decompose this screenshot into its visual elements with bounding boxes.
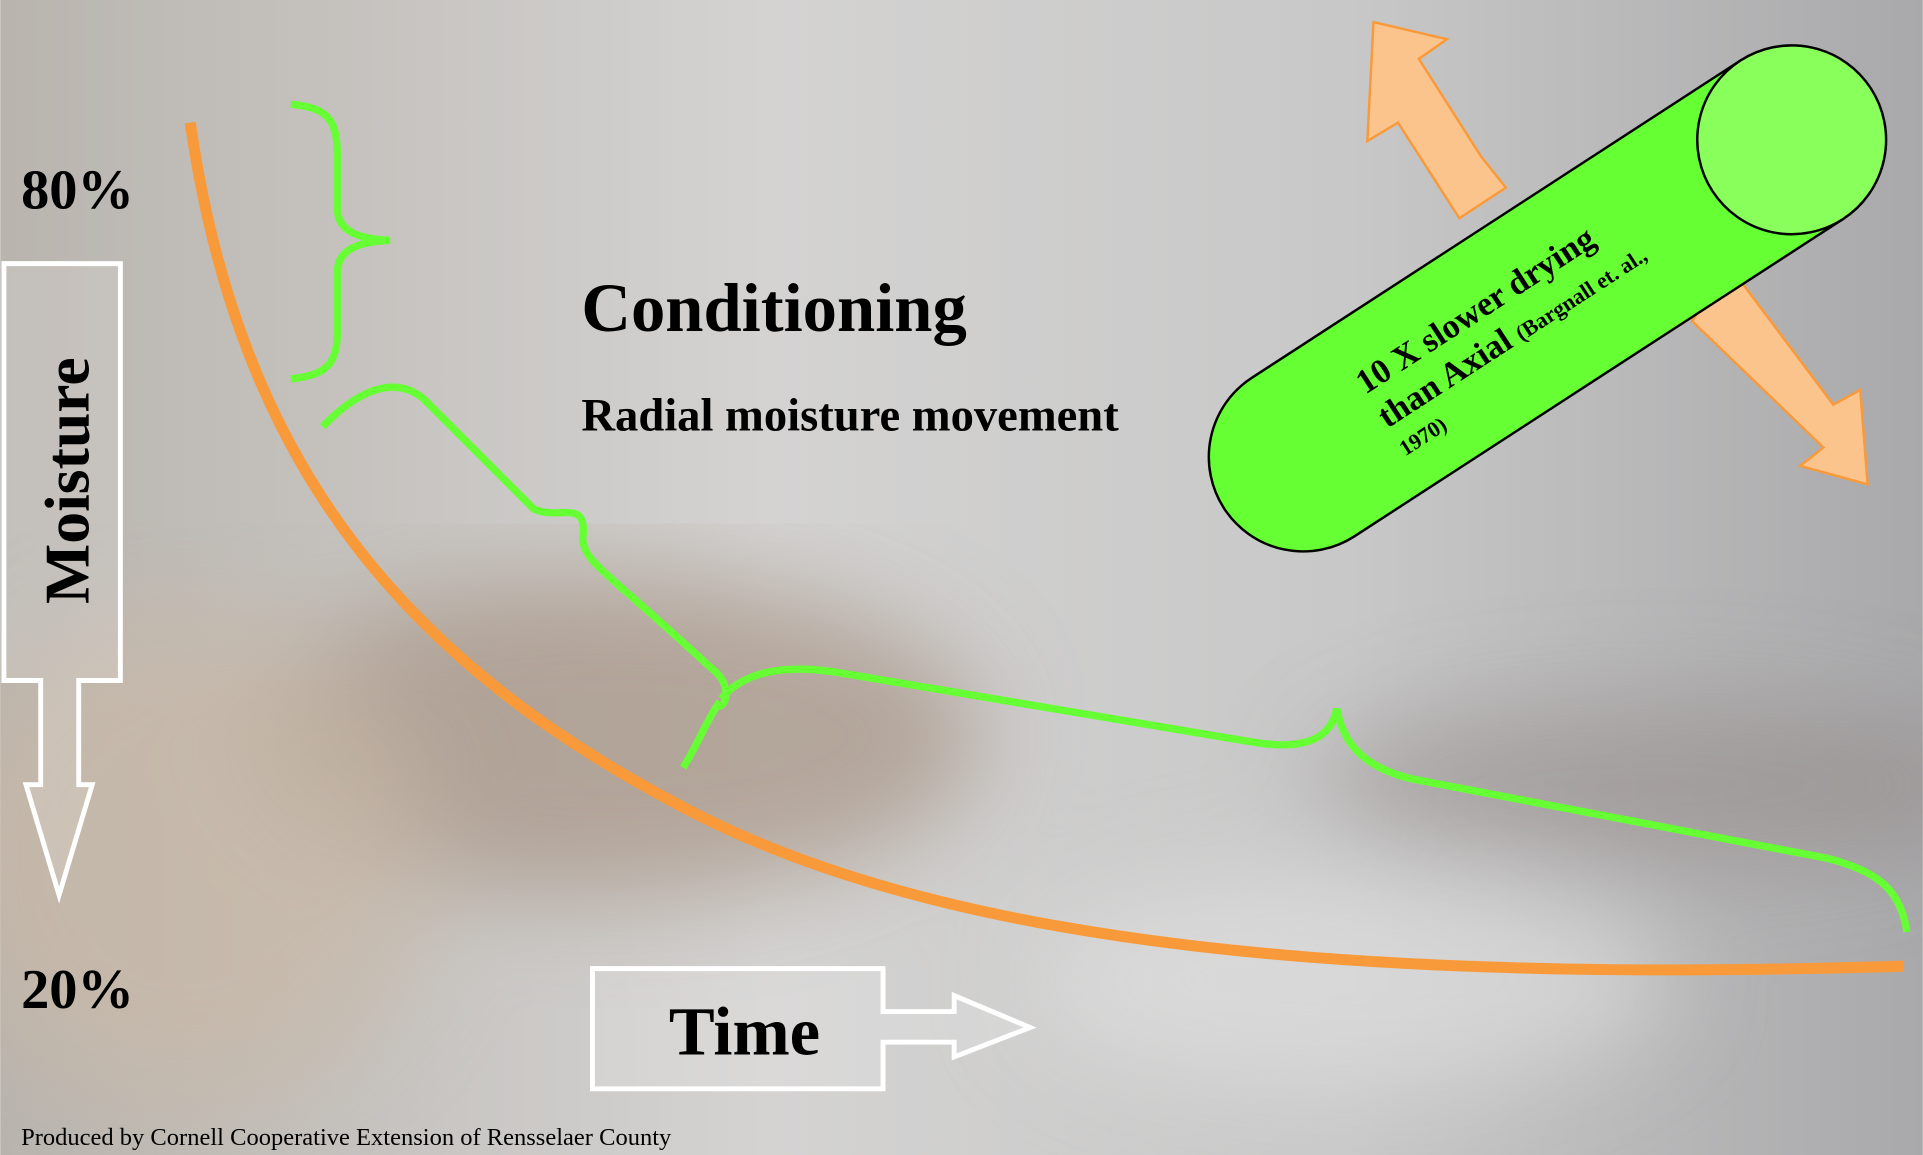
time-arrow xyxy=(589,966,1037,1092)
x-axis-label: Time xyxy=(669,993,820,1069)
y-axis-label: Moisture xyxy=(32,357,103,604)
moisture-arrow xyxy=(1,261,123,904)
arrow-up xyxy=(1366,20,1508,220)
high-label: 80% xyxy=(21,159,134,221)
background-blur xyxy=(0,576,1923,1104)
arrow-down xyxy=(1690,280,1869,486)
braces xyxy=(290,100,1911,933)
subtitle: Radial moisture movement xyxy=(581,389,1119,441)
title: Conditioning xyxy=(581,270,966,346)
footer: Produced by Cornell Cooperative Extensio… xyxy=(21,1124,672,1151)
drying-curve xyxy=(184,121,1904,976)
low-label: 20% xyxy=(21,959,134,1021)
